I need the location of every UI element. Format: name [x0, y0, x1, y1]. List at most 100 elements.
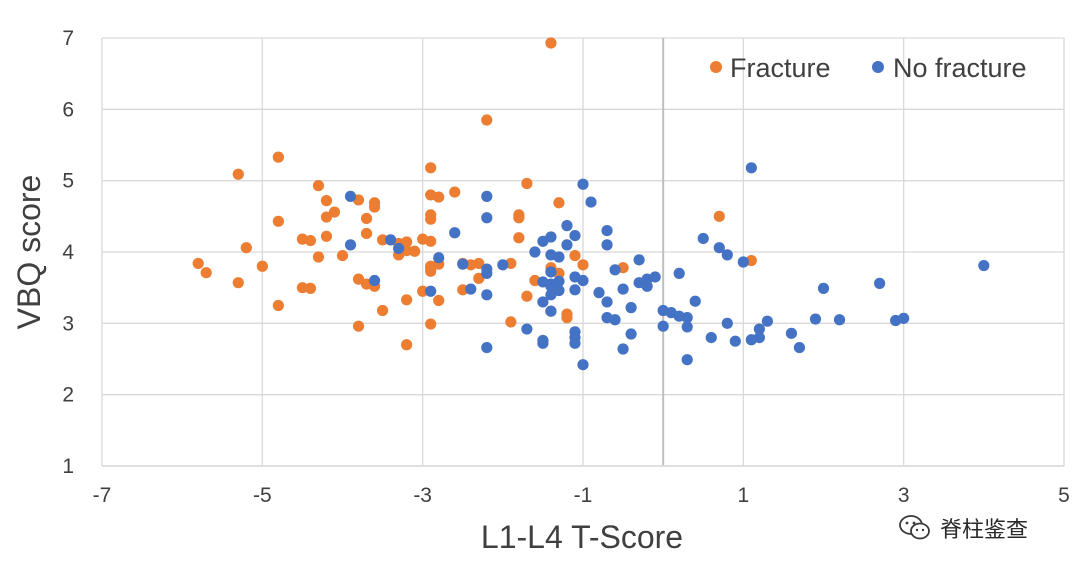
y-tick-label: 5 — [62, 170, 74, 193]
point-fracture — [505, 316, 517, 328]
point-no-fracture — [529, 246, 541, 258]
point-no-fracture — [481, 267, 493, 279]
point-no-fracture — [617, 283, 629, 295]
point-no-fracture — [785, 327, 798, 339]
point-fracture — [425, 213, 437, 225]
point-no-fracture — [481, 341, 493, 354]
x-tick-label: 5 — [1058, 484, 1070, 507]
x-tick-label: -7 — [93, 484, 112, 507]
point-fracture — [240, 242, 252, 254]
point-no-fracture — [745, 334, 757, 346]
point-fracture — [352, 320, 365, 332]
point-fracture — [401, 236, 413, 248]
point-no-fracture — [681, 321, 693, 333]
point-fracture — [312, 251, 325, 263]
point-no-fracture — [978, 259, 990, 272]
point-no-fracture — [585, 196, 597, 208]
point-fracture — [360, 212, 373, 225]
point-no-fracture — [817, 282, 830, 294]
point-fracture — [561, 312, 573, 324]
point-no-fracture — [497, 259, 509, 271]
point-no-fracture — [721, 249, 733, 261]
point-fracture — [473, 272, 485, 284]
point-fracture — [376, 304, 389, 317]
point-no-fracture — [344, 190, 357, 202]
point-fracture — [296, 282, 309, 294]
y-tick-label: 6 — [62, 98, 74, 121]
point-fracture — [320, 230, 333, 242]
point-no-fracture — [898, 312, 910, 324]
point-fracture — [272, 151, 284, 163]
point-fracture — [521, 177, 533, 190]
x-tick-label: -5 — [253, 484, 272, 507]
y-tick-label: 2 — [62, 384, 74, 407]
point-fracture — [417, 285, 429, 297]
point-fracture — [409, 245, 421, 257]
point-fracture — [481, 114, 493, 126]
legend-label-fracture: Fracture — [730, 53, 831, 83]
point-no-fracture — [385, 234, 397, 246]
point-no-fracture — [561, 220, 573, 232]
point-no-fracture — [689, 295, 701, 307]
point-fracture — [425, 162, 437, 174]
watermark: 脊柱鉴查 — [898, 508, 1068, 548]
point-fracture — [192, 257, 204, 270]
point-fracture — [425, 235, 437, 247]
point-no-fracture — [681, 354, 693, 366]
x-tick-label: -3 — [413, 484, 432, 507]
point-fracture — [304, 234, 317, 247]
point-no-fracture — [569, 284, 581, 296]
point-no-fracture — [681, 312, 693, 324]
point-fracture — [401, 294, 413, 306]
point-no-fracture — [545, 266, 557, 278]
point-fracture — [457, 284, 469, 296]
point-no-fracture — [457, 258, 469, 270]
point-fracture — [577, 259, 589, 271]
data-points — [192, 37, 990, 371]
point-fracture — [200, 267, 212, 279]
point-no-fracture — [569, 229, 581, 242]
point-no-fracture — [433, 252, 445, 264]
point-no-fracture — [625, 302, 637, 314]
point-no-fracture — [545, 289, 557, 301]
point-fracture — [425, 189, 437, 201]
wechat-icon — [899, 515, 930, 540]
point-no-fracture — [617, 343, 629, 355]
point-no-fracture — [761, 315, 773, 327]
point-no-fracture — [449, 227, 461, 239]
x-axis-ticks: -7 -5 -3 -1 1 3 5 — [93, 484, 1070, 507]
point-no-fracture — [368, 274, 381, 287]
legend-marker-no-fracture — [872, 61, 884, 73]
point-no-fracture — [657, 320, 669, 332]
watermark-text: 脊柱鉴查 — [940, 518, 1029, 543]
point-no-fracture — [633, 254, 645, 266]
point-fracture — [320, 211, 333, 223]
point-no-fracture — [393, 242, 405, 255]
point-no-fracture — [465, 283, 477, 295]
point-no-fracture — [577, 274, 589, 287]
point-no-fracture — [561, 239, 573, 251]
point-no-fracture — [705, 332, 717, 344]
point-fracture — [473, 257, 485, 270]
point-no-fracture — [593, 287, 605, 299]
point-no-fracture — [553, 251, 565, 263]
point-fracture — [401, 339, 413, 351]
point-fracture — [272, 299, 284, 312]
point-no-fracture — [553, 275, 565, 287]
point-fracture — [553, 197, 565, 209]
y-tick-label: 1 — [62, 455, 74, 478]
point-fracture — [368, 201, 381, 213]
point-fracture — [256, 260, 268, 272]
point-no-fracture — [625, 328, 637, 340]
y-tick-label: 4 — [62, 241, 74, 264]
point-fracture — [312, 180, 325, 192]
y-axis-title: VBQ score — [11, 175, 47, 330]
point-no-fracture — [649, 271, 661, 283]
point-fracture — [545, 37, 557, 49]
point-no-fracture — [521, 323, 533, 335]
point-fracture — [513, 212, 525, 224]
point-no-fracture — [344, 239, 357, 251]
x-axis-title: L1-L4 T-Score — [481, 519, 683, 555]
point-fracture — [425, 318, 437, 330]
